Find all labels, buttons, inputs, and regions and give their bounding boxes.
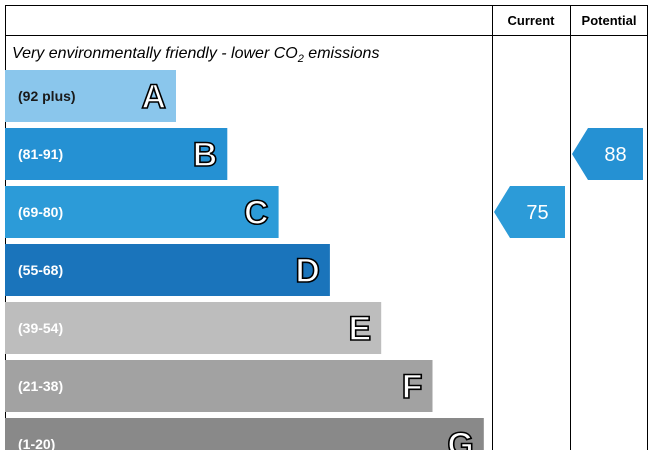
band-letter: C	[244, 194, 269, 232]
band-letter: E	[349, 310, 372, 348]
band-letter: B	[193, 136, 218, 174]
band-range: (39-54)	[18, 320, 63, 336]
subtitle-text: Very environmentally friendly - lower CO	[12, 45, 298, 62]
rating-band	[5, 186, 279, 238]
potential-value: 88	[604, 144, 626, 166]
band-letter: A	[141, 78, 166, 116]
band-letter: F	[402, 368, 423, 406]
band-range: (81-91)	[18, 146, 63, 162]
current-value: 75	[526, 202, 548, 224]
rating-band	[5, 302, 382, 354]
potential-header: Potential	[582, 13, 637, 28]
current-header: Current	[508, 13, 556, 28]
band-range: (21-38)	[18, 378, 63, 394]
rating-band	[5, 244, 330, 296]
rating-band	[5, 360, 433, 412]
rating-band	[5, 70, 176, 122]
band-letter: D	[295, 252, 320, 290]
band-letter: G	[447, 426, 473, 450]
band-range: (55-68)	[18, 262, 63, 278]
band-range: (69-80)	[18, 204, 63, 220]
band-range: (1-20)	[18, 436, 55, 450]
subtitle-subscript: 2	[297, 53, 304, 65]
subtitle-text: emissions	[304, 45, 380, 62]
rating-band	[5, 128, 228, 180]
rating-band	[5, 418, 484, 450]
rating-arrow	[572, 128, 643, 180]
rating-arrow	[494, 186, 565, 238]
band-range: (92 plus)	[18, 88, 76, 104]
subtitle: Very environmentally friendly - lower CO…	[12, 45, 379, 65]
